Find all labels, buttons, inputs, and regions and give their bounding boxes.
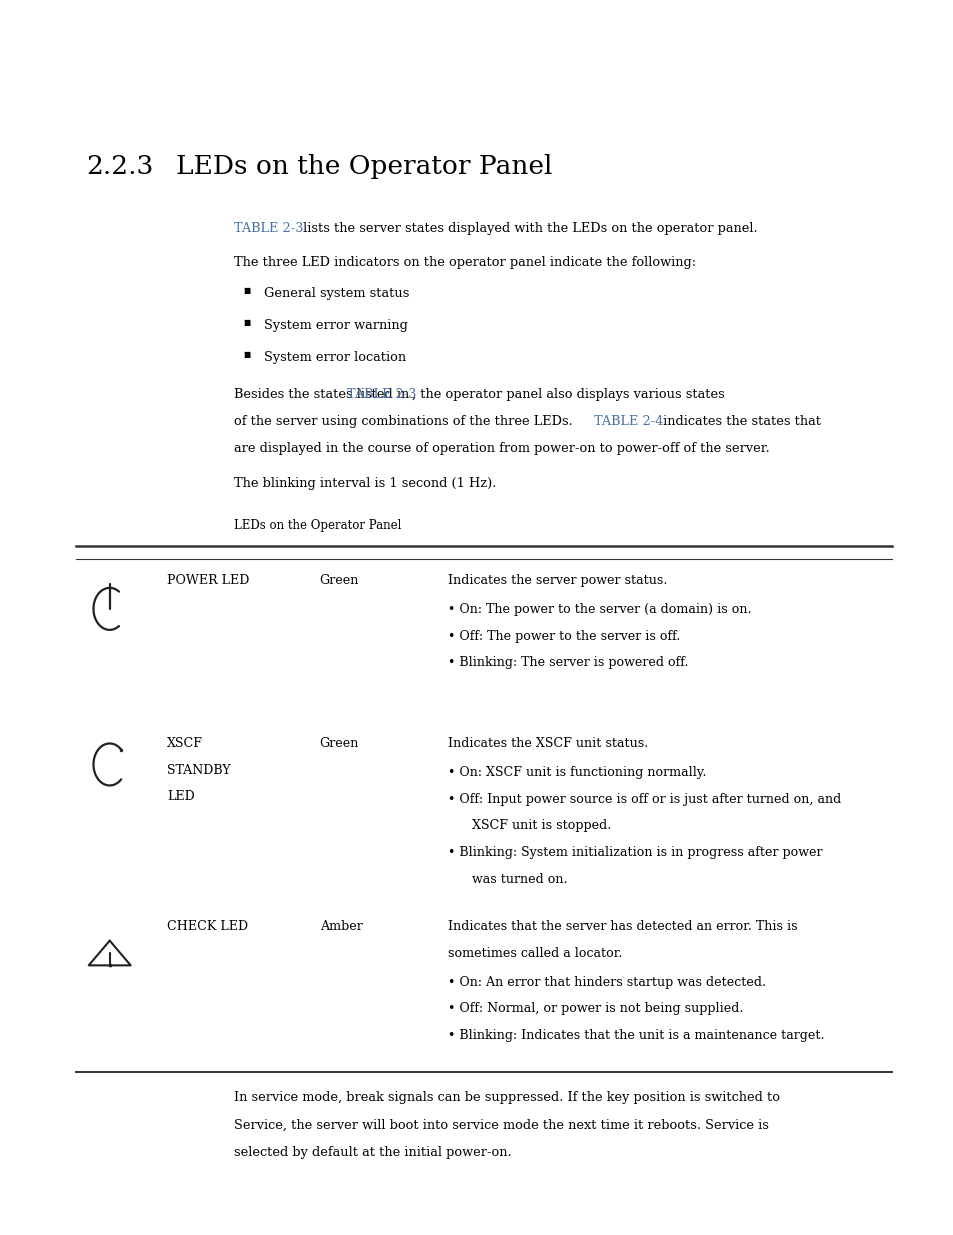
- Text: Indicates the server power status.: Indicates the server power status.: [448, 574, 667, 588]
- Text: ■: ■: [243, 319, 251, 326]
- Text: • Blinking: Indicates that the unit is a maintenance target.: • Blinking: Indicates that the unit is a…: [448, 1029, 824, 1042]
- Text: 2.2.3: 2.2.3: [86, 154, 153, 179]
- Text: The blinking interval is 1 second (1 Hz).: The blinking interval is 1 second (1 Hz)…: [233, 477, 496, 490]
- Text: TABLE 2-4: TABLE 2-4: [594, 415, 663, 429]
- Text: LED: LED: [167, 790, 194, 804]
- Text: LEDs on the Operator Panel: LEDs on the Operator Panel: [233, 519, 400, 532]
- Text: Indicates the XSCF unit status.: Indicates the XSCF unit status.: [448, 737, 648, 751]
- Text: was turned on.: was turned on.: [448, 872, 567, 885]
- Text: General system status: General system status: [264, 287, 409, 300]
- Text: Green: Green: [319, 737, 358, 751]
- Text: Service, the server will boot into service mode the next time it reboots. Servic: Service, the server will boot into servi…: [233, 1119, 768, 1131]
- Text: sometimes called a locator.: sometimes called a locator.: [448, 946, 622, 960]
- Text: Besides the states listed in: Besides the states listed in: [233, 388, 413, 401]
- Text: • Blinking: The server is powered off.: • Blinking: The server is powered off.: [448, 657, 688, 669]
- Text: STANDBY: STANDBY: [167, 763, 231, 777]
- Text: • On: The power to the server (a domain) is on.: • On: The power to the server (a domain)…: [448, 603, 751, 616]
- Text: of the server using combinations of the three LEDs.: of the server using combinations of the …: [233, 415, 576, 429]
- Text: , the operator panel also displays various states: , the operator panel also displays vario…: [412, 388, 724, 401]
- Text: indicates the states that: indicates the states that: [659, 415, 821, 429]
- Text: XSCF: XSCF: [167, 737, 203, 751]
- Text: POWER LED: POWER LED: [167, 574, 249, 588]
- Text: selected by default at the initial power-on.: selected by default at the initial power…: [233, 1146, 511, 1160]
- Text: • On: An error that hinders startup was detected.: • On: An error that hinders startup was …: [448, 976, 765, 989]
- Text: • Blinking: System initialization is in progress after power: • Blinking: System initialization is in …: [448, 846, 822, 860]
- Text: lists the server states displayed with the LEDs on the operator panel.: lists the server states displayed with t…: [298, 222, 757, 236]
- Text: • Off: Normal, or power is not being supplied.: • Off: Normal, or power is not being sup…: [448, 1003, 743, 1015]
- Text: • Off: Input power source is off or is just after turned on, and: • Off: Input power source is off or is j…: [448, 793, 841, 806]
- Text: TABLE 2-3: TABLE 2-3: [233, 222, 303, 236]
- Text: are displayed in the course of operation from power-on to power-off of the serve: are displayed in the course of operation…: [233, 442, 769, 456]
- Text: Indicates that the server has detected an error. This is: Indicates that the server has detected a…: [448, 920, 797, 934]
- Text: LEDs on the Operator Panel: LEDs on the Operator Panel: [176, 154, 553, 179]
- Text: CHECK LED: CHECK LED: [167, 920, 248, 934]
- Text: ■: ■: [243, 351, 251, 358]
- Text: In service mode, break signals can be suppressed. If the key position is switche: In service mode, break signals can be su…: [233, 1091, 779, 1104]
- Text: The three LED indicators on the operator panel indicate the following:: The three LED indicators on the operator…: [233, 256, 695, 269]
- Text: System error location: System error location: [264, 351, 406, 364]
- Text: Amber: Amber: [319, 920, 362, 934]
- Text: TABLE 2-3: TABLE 2-3: [347, 388, 416, 401]
- Text: XSCF unit is stopped.: XSCF unit is stopped.: [448, 820, 611, 832]
- Text: ■: ■: [243, 287, 251, 294]
- Text: • Off: The power to the server is off.: • Off: The power to the server is off.: [448, 630, 679, 643]
- Text: • On: XSCF unit is functioning normally.: • On: XSCF unit is functioning normally.: [448, 766, 706, 779]
- Text: Green: Green: [319, 574, 358, 588]
- Text: System error warning: System error warning: [264, 319, 408, 332]
